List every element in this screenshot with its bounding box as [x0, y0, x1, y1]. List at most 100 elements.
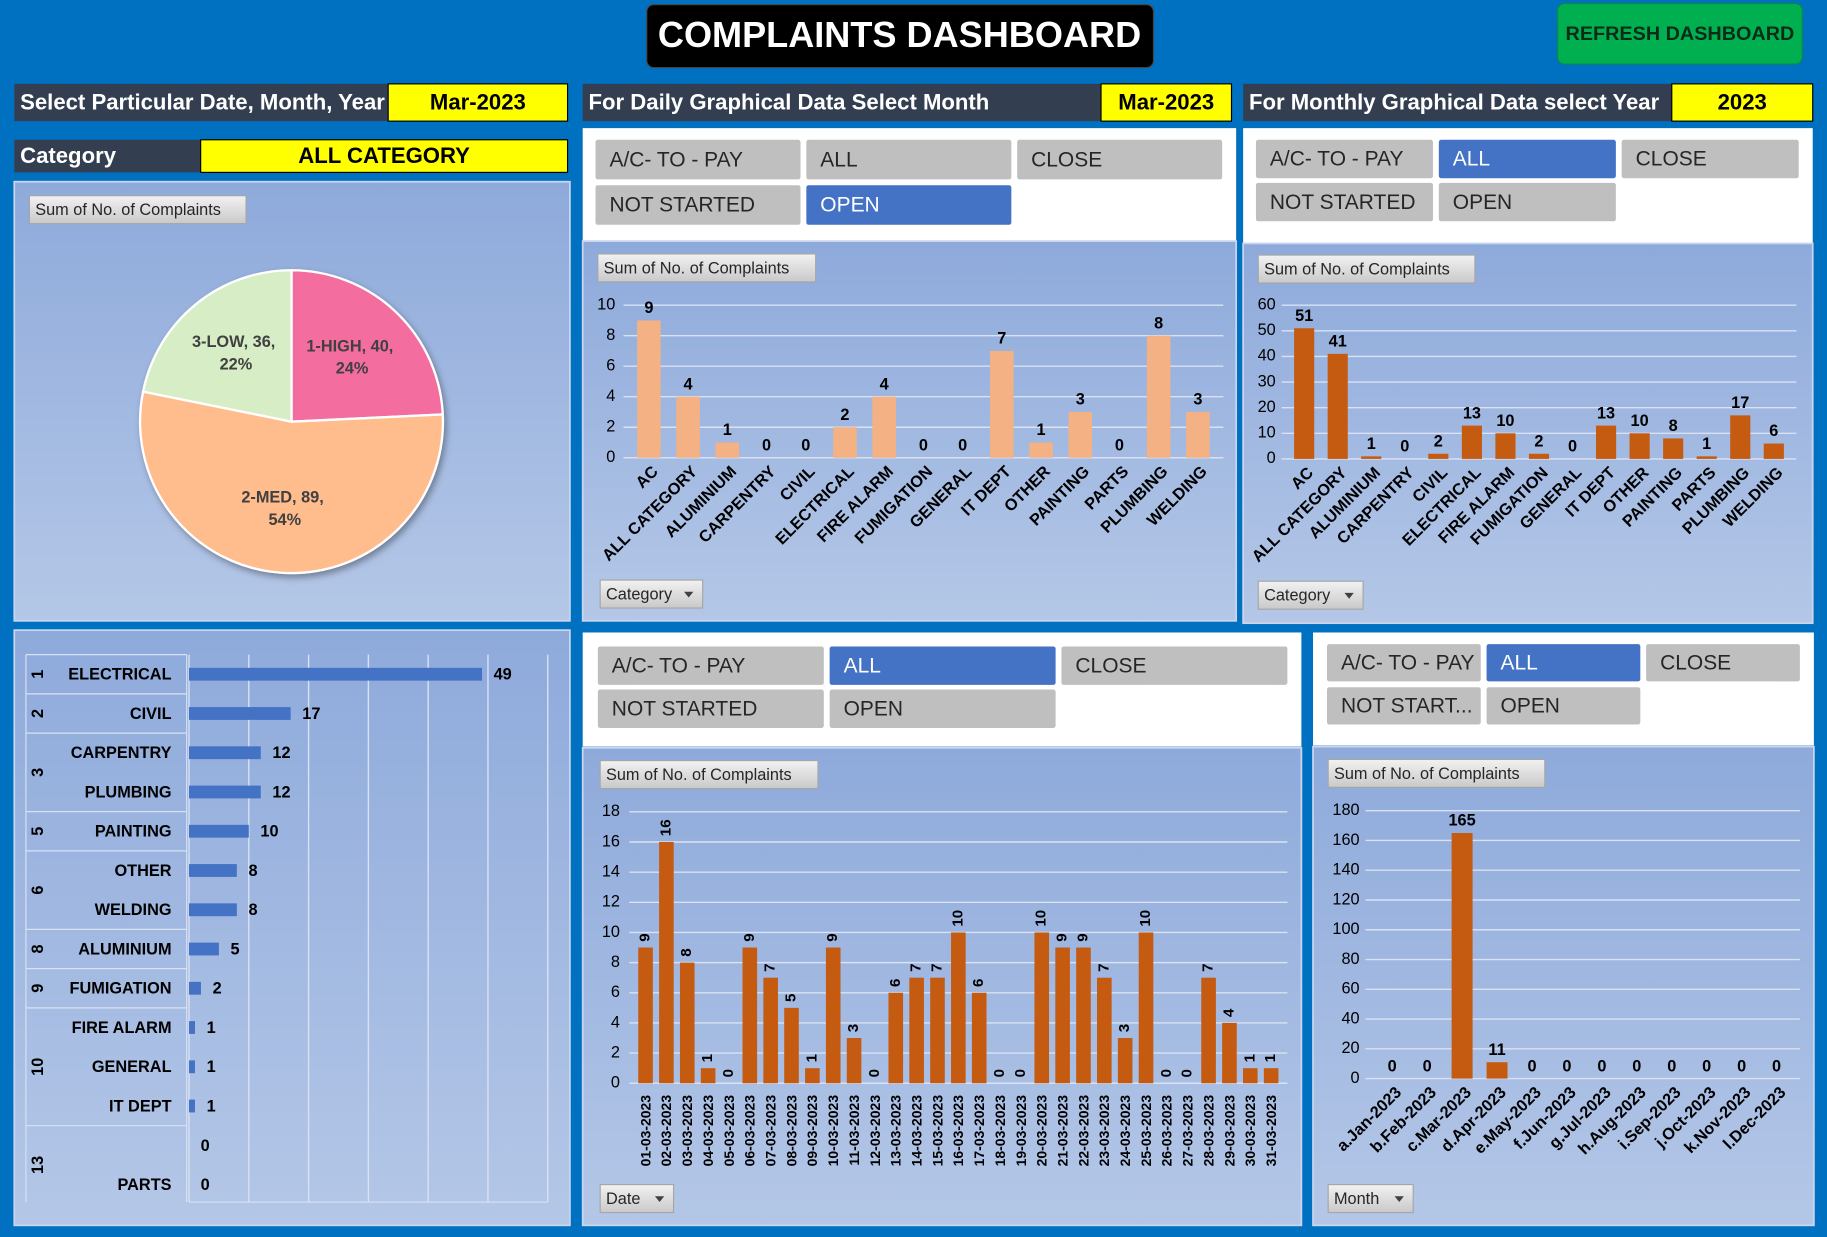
slicer-button-label[interactable]: OPEN [844, 697, 903, 720]
slicer-button[interactable] [1621, 139, 1799, 179]
slicer-button[interactable] [1326, 687, 1481, 725]
value-label: 0 [1527, 1057, 1536, 1075]
dropdown-arrow[interactable] [684, 591, 694, 598]
slicer-button-label[interactable]: CLOSE [1031, 148, 1102, 171]
x-tick-label: 23-03-2023 [1096, 1095, 1112, 1167]
slicer-button[interactable] [806, 185, 1012, 225]
slicer-button[interactable] [1438, 139, 1616, 179]
field-button[interactable] [1257, 254, 1476, 284]
y-tick-label: 80 [1341, 950, 1359, 968]
field-button[interactable] [1257, 580, 1364, 610]
slicer-button[interactable] [595, 185, 801, 225]
bar [679, 962, 695, 1084]
filter-value-bg[interactable] [1100, 83, 1233, 122]
slicer-button-label[interactable]: CLOSE [1636, 148, 1707, 171]
group-label: 1 [29, 670, 47, 679]
pie-label: 3-LOW, 36, 22% [192, 333, 280, 373]
filter-value-bg[interactable] [200, 139, 569, 173]
slicer-button[interactable] [1326, 644, 1481, 682]
slicer-button[interactable] [1061, 646, 1288, 685]
filter-value[interactable]: ALL CATEGORY [298, 143, 470, 168]
bar [1461, 425, 1482, 459]
slicer-button[interactable] [829, 646, 1056, 685]
field-button-label[interactable]: Date [606, 1190, 640, 1208]
slicer-button[interactable] [806, 139, 1012, 180]
filter-value-bg[interactable] [387, 83, 569, 122]
slicer-button-label[interactable]: NOT STARTED [609, 194, 755, 217]
bar [189, 707, 291, 720]
slicer-button[interactable] [829, 689, 1056, 728]
y-tick-label: 20 [1258, 398, 1276, 416]
slicer-button-label[interactable]: A/C- TO - PAY [609, 148, 743, 171]
slicer-button[interactable] [597, 646, 824, 685]
field-button-label[interactable]: Category [606, 586, 673, 604]
field-button-label[interactable]: Sum of No. of Complaints [604, 259, 790, 277]
slicer-button-label[interactable]: A/C- TO - PAY [1270, 148, 1404, 171]
slicer-button[interactable] [1438, 182, 1616, 222]
slicer-button-label[interactable]: A/C- TO - PAY [612, 654, 746, 677]
slicer-button-label[interactable]: ALL [820, 148, 857, 171]
slicer-button-label[interactable]: ALL [844, 654, 881, 677]
field-button-label[interactable]: Sum of No. of Complaints [606, 766, 792, 784]
slicer-button-label[interactable]: ALL [1453, 148, 1490, 171]
dropdown-arrow[interactable] [1394, 1196, 1404, 1203]
field-button[interactable] [599, 760, 819, 790]
filter-value[interactable]: Mar-2023 [1118, 90, 1214, 115]
slicer-button-label[interactable]: NOT STARTED [1270, 191, 1416, 214]
bar [805, 1068, 820, 1084]
slicer-button[interactable] [1255, 139, 1433, 179]
x-tick-label: 15-03-2023 [929, 1095, 945, 1167]
field-button-label[interactable]: Category [1264, 587, 1331, 605]
slicer-button[interactable] [1646, 644, 1800, 682]
field-button-label[interactable]: Sum of No. of Complaints [1264, 261, 1450, 279]
filter-value[interactable]: Mar-2023 [430, 90, 526, 115]
slicer-button-label[interactable]: OPEN [1453, 191, 1512, 214]
slicer-button-label[interactable]: CLOSE [1075, 654, 1146, 677]
value-label: 0 [201, 1137, 210, 1155]
bar [189, 981, 201, 995]
filter-value[interactable]: 2023 [1718, 90, 1767, 115]
field-button[interactable] [1327, 758, 1546, 788]
slicer-button[interactable] [1017, 139, 1223, 180]
slicer-button-label[interactable]: NOT START... [1341, 695, 1473, 718]
field-button[interactable] [28, 195, 247, 225]
bar [872, 396, 896, 458]
bar [1451, 833, 1473, 1079]
category-label: ALUMINIUM [78, 940, 171, 958]
bar [1596, 425, 1617, 459]
field-button[interactable] [599, 579, 704, 609]
refresh-button-bg[interactable] [1557, 2, 1803, 65]
slicer-button-label[interactable]: NOT STARTED [612, 697, 758, 720]
y-tick-label: 160 [1332, 831, 1359, 849]
bar [833, 427, 857, 458]
slicer-button-label[interactable]: A/C- TO - PAY [1341, 651, 1475, 674]
x-tick-label: 22-03-2023 [1075, 1095, 1091, 1167]
refresh-button-label[interactable]: REFRESH DASHBOARD [1566, 23, 1795, 45]
slicer-button[interactable] [1255, 182, 1433, 222]
field-button-label[interactable]: Sum of No. of Complaints [1334, 765, 1520, 783]
slicer-button-label[interactable]: ALL [1501, 651, 1538, 674]
pie-slice [138, 390, 445, 575]
slicer-button[interactable] [595, 139, 801, 180]
field-button-label[interactable]: Sum of No. of Complaints [35, 201, 221, 219]
x-tick-label: 30-03-2023 [1242, 1095, 1258, 1167]
slicer-button[interactable] [1486, 644, 1641, 682]
group-label: 9 [29, 984, 47, 993]
field-button-label[interactable]: Month [1334, 1190, 1379, 1208]
value-label: 1 [699, 1054, 716, 1062]
slicer-button-label[interactable]: OPEN [820, 194, 879, 217]
refresh-button[interactable]: REFRESH DASHBOARD [1557, 2, 1803, 65]
bar [1222, 1022, 1237, 1084]
filter-value-bg[interactable] [1671, 83, 1814, 122]
bar [1263, 1068, 1279, 1084]
value-label: 10 [1033, 910, 1050, 927]
field-button[interactable] [597, 253, 817, 283]
dropdown-arrow[interactable] [654, 1196, 665, 1203]
bar [846, 1038, 862, 1084]
dropdown-arrow[interactable] [1344, 592, 1354, 599]
x-tick-label: 26-03-2023 [1159, 1095, 1175, 1167]
slicer-button[interactable] [1486, 687, 1641, 725]
slicer-button-label[interactable]: CLOSE [1660, 651, 1731, 674]
slicer-button-label[interactable]: OPEN [1501, 695, 1560, 718]
slicer-button[interactable] [597, 689, 824, 728]
